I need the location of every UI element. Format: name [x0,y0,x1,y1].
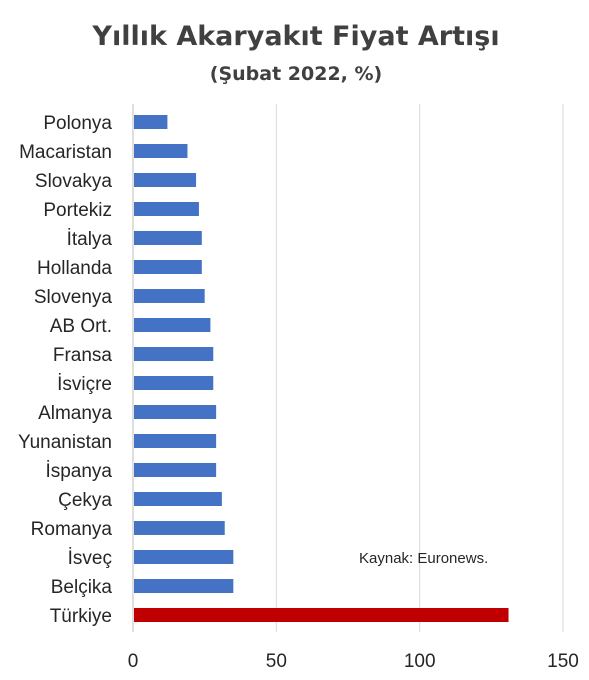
bar-11 [134,434,217,448]
bar-0 [134,115,168,129]
chart-subtitle: (Şubat 2022, %) [210,63,382,85]
bar-12 [134,463,217,477]
category-label: Polonya [43,113,112,134]
x-tick-label: 0 [128,651,139,672]
category-label: Slovakya [35,171,113,192]
x-tick-label: 50 [266,651,287,672]
category-label: Portekiz [43,200,112,221]
x-tick-label: 100 [404,651,436,672]
bar-13 [134,492,222,506]
category-label: Almanya [38,403,112,424]
gridlines [132,104,564,632]
category-label: Romanya [31,519,113,540]
category-labels: Polonya Macaristan Slovakya Portekiz İtalya H… [18,113,112,627]
category-label: Fransa [53,345,113,366]
category-label: Hollanda [37,258,112,279]
bar-2 [134,173,197,187]
bar-15 [134,550,234,564]
source-annotation: Kaynak: Euronews. [359,550,488,567]
bar-9 [134,376,214,390]
bar-14 [134,521,225,535]
category-label: Slovenya [34,287,113,308]
bar-6 [134,289,205,303]
category-label: Yunanistan [18,432,112,453]
bar-8 [134,347,214,361]
category-label: İsveç [68,548,112,569]
category-label: Macaristan [19,142,112,163]
category-label: Belçika [51,577,113,598]
category-label: AB Ort. [50,316,112,337]
chart-title: Yıllık Akaryakıt Fiyat Artışı [91,21,499,52]
bar-10 [134,405,217,419]
category-label: İtalya [67,229,113,250]
bar-4 [134,231,202,245]
bar-17 [134,608,509,622]
bar-3 [134,202,199,216]
bar-16 [134,579,234,593]
category-label: İspanya [45,461,112,482]
bars [134,115,509,622]
bar-7 [134,318,211,332]
bar-5 [134,260,202,274]
category-label: Çekya [58,490,112,511]
bar-1 [134,144,188,158]
x-tick-label: 150 [547,651,579,672]
category-label: İsviçre [57,374,112,395]
x-axis-tick-labels: 0 50 100 150 [128,651,579,672]
category-label: Türkiye [50,606,112,627]
